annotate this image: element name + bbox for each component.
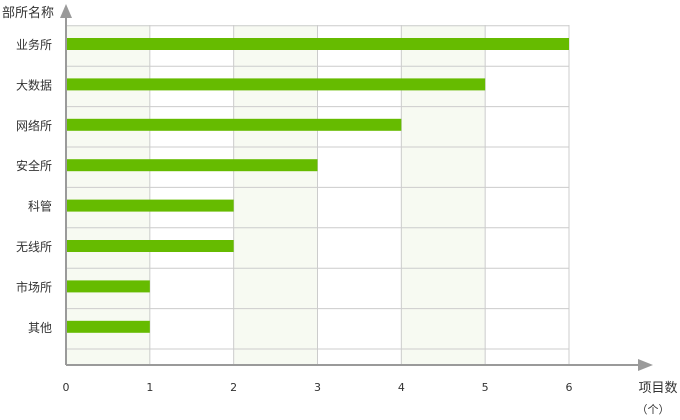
y-axis-arrow	[60, 4, 72, 18]
y-axis-title: 部所名称	[2, 5, 54, 21]
category-label: 网络所	[16, 118, 52, 133]
category-label: 科管	[28, 199, 52, 214]
grid-lines	[66, 25, 570, 365]
category-label: 无线所	[16, 240, 52, 254]
bar	[66, 320, 150, 333]
category-label: 其他	[28, 321, 52, 335]
bar	[66, 159, 318, 172]
category-label: 市场所	[16, 279, 52, 294]
x-tick-label: 4	[398, 381, 405, 394]
x-axis-title: 项目数	[638, 381, 677, 396]
category-label: 安全所	[16, 158, 52, 173]
axes	[60, 4, 653, 371]
bar	[66, 118, 402, 131]
bar	[66, 38, 569, 50]
grid-bands	[66, 25, 486, 365]
x-tick-label: 3	[314, 381, 321, 394]
grid-band	[233, 25, 318, 365]
bars	[66, 38, 569, 333]
x-tick-label: 6	[566, 381, 573, 394]
bar	[66, 280, 150, 293]
x-tick-label: 5	[482, 381, 489, 394]
x-tick-label: 2	[230, 381, 237, 394]
bar	[66, 78, 486, 91]
x-axis-unit: （个）	[637, 403, 670, 416]
x-tick-label: 1	[146, 381, 153, 394]
grid-band	[401, 25, 486, 365]
bar	[66, 240, 234, 252]
category-label: 业务所	[16, 37, 52, 52]
bar	[66, 199, 234, 212]
x-axis-arrow	[638, 359, 653, 371]
category-label: 大数据	[16, 77, 52, 92]
grid-band	[66, 25, 150, 365]
x-tick-label: 0	[63, 381, 70, 394]
